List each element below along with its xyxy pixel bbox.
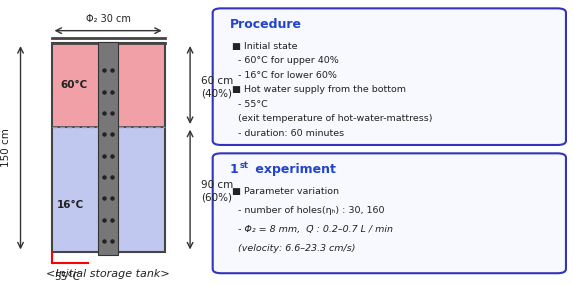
Text: 55°C: 55°C [54, 272, 80, 282]
Bar [52, 43, 164, 252]
Text: ■ Parameter variation: ■ Parameter variation [233, 187, 339, 196]
Text: 90 cm: 90 cm [201, 180, 234, 190]
Text: ■ Hot water supply from the bottom: ■ Hot water supply from the bottom [233, 85, 406, 94]
Bar [52, 43, 164, 127]
Text: (velocity: 6.6–23.3 cm/s): (velocity: 6.6–23.3 cm/s) [233, 244, 356, 253]
Text: (40%): (40%) [201, 88, 233, 98]
Text: - 55°C: - 55°C [233, 100, 268, 109]
Bar [52, 127, 164, 252]
Text: 16°C: 16°C [57, 200, 84, 210]
Text: - 16°C for lower 60%: - 16°C for lower 60% [233, 71, 337, 80]
Text: <Initial storage tank>: <Initial storage tank> [46, 269, 170, 279]
Text: 60 cm: 60 cm [201, 76, 234, 86]
FancyBboxPatch shape [213, 153, 566, 273]
Text: experiment: experiment [251, 163, 336, 176]
Text: (exit temperature of hot-water-mattress): (exit temperature of hot-water-mattress) [233, 114, 433, 123]
Text: - Φ₂ = 8 mm,  Q̇ : 0.2–0.7 L / min: - Φ₂ = 8 mm, Q̇ : 0.2–0.7 L / min [233, 225, 394, 234]
FancyBboxPatch shape [213, 8, 566, 145]
Text: Φ₂ 30 cm: Φ₂ 30 cm [86, 14, 131, 24]
Bar [98, 42, 118, 255]
Text: st: st [240, 161, 249, 170]
Text: 60°C: 60°C [60, 80, 87, 90]
Text: - number of holes(ηₕ) : 30, 160: - number of holes(ηₕ) : 30, 160 [233, 206, 385, 215]
Text: Procedure: Procedure [230, 18, 301, 31]
Text: 1: 1 [230, 163, 238, 176]
Text: ■ Initial state: ■ Initial state [233, 42, 298, 51]
Text: 150 cm: 150 cm [1, 128, 11, 167]
Text: (60%): (60%) [201, 193, 233, 203]
Text: - duration: 60 minutes: - duration: 60 minutes [233, 129, 344, 138]
Text: - 60°C for upper 40%: - 60°C for upper 40% [233, 56, 339, 65]
